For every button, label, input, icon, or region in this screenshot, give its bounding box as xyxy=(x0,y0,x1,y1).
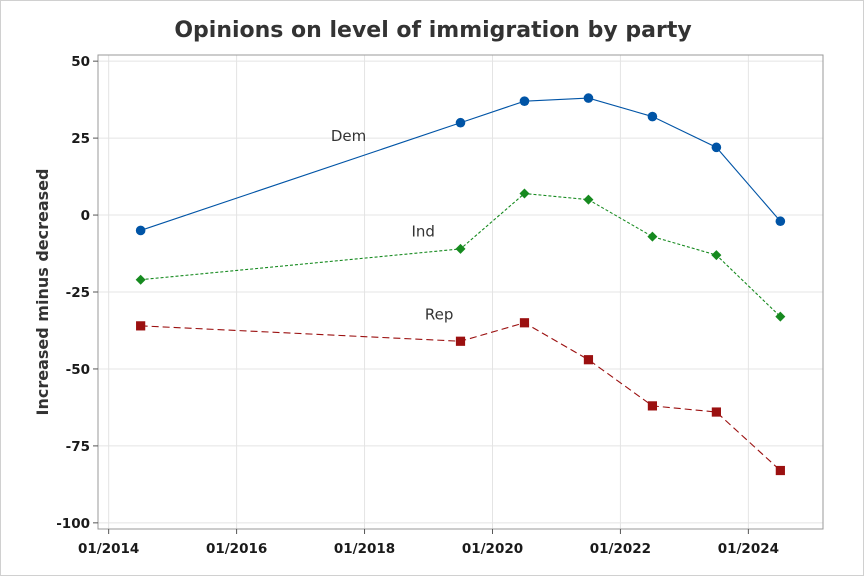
y-tick-label: -100 xyxy=(56,516,90,532)
x-tick-label: 01/2018 xyxy=(334,541,395,557)
series-markers xyxy=(135,93,786,476)
dem-point xyxy=(583,93,594,103)
grid xyxy=(98,55,823,529)
ind-point xyxy=(455,243,466,254)
rep-point xyxy=(455,336,466,346)
x-axis: 01/2014 01/2016 01/2018 01/2020 01/2022 01/20… xyxy=(78,529,779,557)
x-tick-label: 01/2016 xyxy=(206,541,267,557)
ind-point xyxy=(135,274,146,285)
dem-point xyxy=(135,225,146,236)
y-tick-label: 25 xyxy=(71,131,90,147)
x-tick-label: 01/2020 xyxy=(462,541,523,557)
rep-point xyxy=(583,355,594,365)
rep-point xyxy=(519,318,530,328)
ind-series-label: Ind xyxy=(411,223,434,241)
dem-series-label: Dem xyxy=(331,127,366,145)
rep-point xyxy=(136,321,146,331)
dem-point xyxy=(775,216,786,227)
ind-point xyxy=(647,231,658,242)
x-tick-label: 01/2022 xyxy=(590,541,651,557)
y-tick-label: -75 xyxy=(66,439,90,455)
y-tick-label: 50 xyxy=(71,54,90,70)
y-tick-label: -25 xyxy=(66,285,90,301)
x-tick-label: 01/2014 xyxy=(78,541,139,557)
dem-point xyxy=(647,111,658,122)
y-axis-label: Increased minus decreased xyxy=(33,169,52,416)
dem-point xyxy=(519,96,530,106)
rep-point xyxy=(711,407,721,417)
y-tick-label: 0 xyxy=(81,208,90,224)
rep-point xyxy=(775,465,785,476)
chart-title: Opinions on level of immigration by part… xyxy=(174,18,691,43)
dem-point xyxy=(455,117,466,128)
x-tick-label: 01/2024 xyxy=(718,541,779,557)
y-tick-label: -50 xyxy=(66,362,90,378)
ind-point xyxy=(583,194,594,205)
rep-point xyxy=(647,401,658,411)
ind-point xyxy=(711,250,722,261)
dem-point xyxy=(711,142,722,153)
ind-point xyxy=(519,188,530,199)
series-labels: Dem Ind Rep xyxy=(331,127,454,324)
ind-point xyxy=(775,311,786,322)
rep-series-label: Rep xyxy=(425,306,454,324)
y-axis: 50 25 0 -25 -50 -75 -100 xyxy=(56,54,98,532)
